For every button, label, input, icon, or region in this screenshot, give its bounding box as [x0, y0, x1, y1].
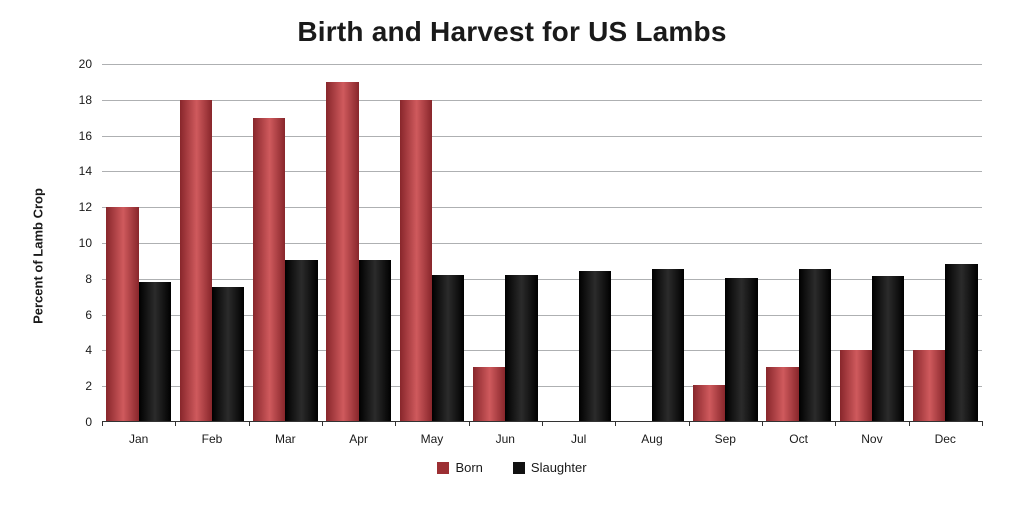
bar-born: [840, 350, 872, 421]
x-tick-label: Feb: [175, 432, 248, 446]
bar-group: [689, 64, 762, 421]
bar-slaughter: [579, 271, 611, 421]
bar-born: [326, 82, 358, 421]
bar-born: [106, 207, 138, 421]
bar-slaughter: [652, 269, 684, 421]
bar-group: [249, 64, 322, 421]
x-tick-label: Mar: [249, 432, 322, 446]
bar-group: [175, 64, 248, 421]
x-tick-label: Sep: [689, 432, 762, 446]
y-tick-label: 6: [32, 308, 92, 322]
bar-group: [835, 64, 908, 421]
x-tick-mark: [542, 421, 543, 426]
bar-slaughter: [212, 287, 244, 421]
bar-born: [253, 118, 285, 421]
x-tick-label: Jul: [542, 432, 615, 446]
x-tick-label: May: [395, 432, 468, 446]
bar-born: [180, 100, 212, 421]
bar-group: [615, 64, 688, 421]
x-tick-mark: [395, 421, 396, 426]
y-tick-label: 4: [32, 343, 92, 357]
legend: Born Slaughter: [437, 460, 586, 475]
y-tick-label: 8: [32, 272, 92, 286]
bar-born: [693, 385, 725, 421]
x-tick-mark: [982, 421, 983, 426]
x-tick-mark: [615, 421, 616, 426]
legend-swatch-born: [437, 462, 449, 474]
y-tick-label: 18: [32, 93, 92, 107]
chart-title: Birth and Harvest for US Lambs: [297, 16, 726, 48]
y-tick-label: 20: [32, 57, 92, 71]
legend-label-slaughter: Slaughter: [531, 460, 587, 475]
x-tick-mark: [835, 421, 836, 426]
x-tick-label: Oct: [762, 432, 835, 446]
x-tick-mark: [762, 421, 763, 426]
y-tick-label: 12: [32, 200, 92, 214]
x-tick-mark: [249, 421, 250, 426]
bar-slaughter: [139, 282, 171, 421]
bar-slaughter: [359, 260, 391, 421]
bar-slaughter: [505, 275, 537, 421]
x-tick-mark: [102, 421, 103, 426]
chart-area: Percent of Lamb Crop 02468101214161820 J…: [32, 56, 992, 456]
bar-slaughter: [799, 269, 831, 421]
y-tick-label: 2: [32, 379, 92, 393]
x-tick-mark: [689, 421, 690, 426]
bar-slaughter: [432, 275, 464, 421]
x-tick-mark: [469, 421, 470, 426]
x-tick-mark: [322, 421, 323, 426]
bar-slaughter: [725, 278, 757, 421]
bar-group: [542, 64, 615, 421]
x-tick-label: Dec: [909, 432, 982, 446]
x-tick-mark: [909, 421, 910, 426]
x-tick-label: Aug: [615, 432, 688, 446]
bar-group: [102, 64, 175, 421]
legend-swatch-slaughter: [513, 462, 525, 474]
y-tick-label: 0: [32, 415, 92, 429]
bar-group: [762, 64, 835, 421]
y-tick-label: 14: [32, 164, 92, 178]
legend-label-born: Born: [455, 460, 482, 475]
bar-born: [766, 367, 798, 421]
bar-slaughter: [285, 260, 317, 421]
bar-slaughter: [872, 276, 904, 421]
bar-slaughter: [945, 264, 977, 421]
bar-born: [400, 100, 432, 421]
x-tick-label: Apr: [322, 432, 395, 446]
x-tick-mark: [175, 421, 176, 426]
bar-group: [469, 64, 542, 421]
bar-group: [395, 64, 468, 421]
y-tick-label: 16: [32, 129, 92, 143]
x-tick-label: Nov: [835, 432, 908, 446]
x-axis-ticks: JanFebMarAprMayJunJulAugSepOctNovDec: [102, 432, 982, 446]
y-tick-label: 10: [32, 236, 92, 250]
x-tick-label: Jun: [469, 432, 542, 446]
legend-item-born: Born: [437, 460, 482, 475]
legend-item-slaughter: Slaughter: [513, 460, 587, 475]
bar-born: [913, 350, 945, 421]
plot-area: [102, 64, 982, 422]
bar-group: [909, 64, 982, 421]
x-tick-label: Jan: [102, 432, 175, 446]
bar-born: [473, 367, 505, 421]
bar-group: [322, 64, 395, 421]
